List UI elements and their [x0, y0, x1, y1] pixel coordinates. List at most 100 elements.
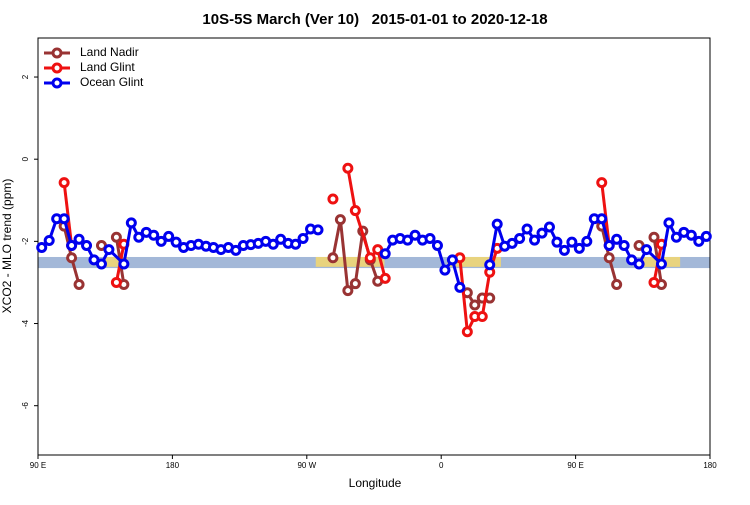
y-tick-label: -4	[21, 319, 30, 327]
data-point	[73, 279, 85, 291]
data-point	[125, 217, 137, 229]
data-point	[439, 264, 451, 276]
data-point	[95, 258, 107, 270]
data-point	[349, 205, 361, 217]
legend-label: Land Nadir	[80, 45, 139, 59]
data-point	[529, 234, 541, 246]
data-point	[349, 278, 361, 290]
data-point	[469, 299, 481, 311]
legend-label: Land Glint	[80, 60, 135, 74]
data-point	[506, 237, 518, 249]
data-point	[476, 311, 488, 323]
data-point	[655, 258, 667, 270]
y-tick-label: 2	[21, 74, 30, 79]
data-point	[66, 252, 78, 264]
data-point	[170, 236, 182, 248]
data-point	[603, 252, 615, 264]
data-point	[103, 244, 115, 256]
data-point	[402, 234, 414, 246]
data-point	[110, 231, 122, 243]
data-point	[379, 272, 391, 284]
data-point	[491, 218, 503, 230]
data-point	[327, 193, 339, 205]
x-tick-label: 90 E	[30, 461, 46, 470]
data-point	[484, 259, 496, 271]
data-point	[267, 238, 279, 250]
data-point	[297, 232, 309, 244]
data-point	[58, 213, 70, 225]
x-tick-label: 180	[166, 461, 180, 470]
data-point	[558, 244, 570, 256]
data-point	[633, 258, 645, 270]
data-point	[618, 239, 630, 251]
data-point	[611, 279, 623, 291]
data-point	[133, 231, 145, 243]
data-point	[364, 252, 376, 264]
data-point	[424, 232, 436, 244]
legend-marker	[51, 47, 63, 59]
data-point	[648, 276, 660, 288]
data-point	[327, 252, 339, 264]
data-point	[312, 224, 324, 236]
data-point	[685, 229, 697, 241]
data-point	[573, 242, 585, 254]
data-point	[536, 227, 548, 239]
data-point	[521, 223, 533, 235]
data-point	[461, 326, 473, 338]
chart-title: 10S-5S March (Ver 10) 2015-01-01 to 2020…	[202, 11, 547, 28]
legend-marker	[51, 62, 63, 74]
data-point	[641, 244, 653, 256]
series-line	[600, 182, 611, 246]
data-point	[43, 235, 55, 247]
data-point	[648, 231, 660, 243]
data-point	[446, 254, 458, 266]
data-point	[334, 214, 346, 226]
data-point	[543, 221, 555, 233]
data-point	[379, 248, 391, 260]
data-point	[290, 238, 302, 250]
data-point	[148, 229, 160, 241]
data-point	[454, 281, 466, 293]
data-point	[596, 177, 608, 189]
data-point	[581, 235, 593, 247]
data-point	[118, 258, 130, 270]
data-point	[431, 239, 443, 251]
data-point	[58, 177, 70, 189]
data-point	[110, 276, 122, 288]
highlight-range	[105, 256, 128, 267]
data-point	[155, 235, 167, 247]
series-line	[62, 182, 74, 246]
data-point	[596, 213, 608, 225]
data-point	[342, 162, 354, 174]
data-point	[693, 235, 705, 247]
data-point	[611, 233, 623, 245]
data-point	[73, 233, 85, 245]
y-tick-label: 0	[21, 156, 30, 161]
data-point	[409, 229, 421, 241]
x-tick-label: 180	[703, 461, 717, 470]
y-tick-label: -2	[21, 237, 30, 245]
highlight-range	[447, 256, 501, 267]
data-point	[566, 236, 578, 248]
y-tick-label: -6	[21, 402, 30, 410]
data-point	[603, 239, 615, 251]
data-point	[163, 230, 175, 242]
legend-label: Ocean Glint	[80, 75, 144, 89]
data-point	[514, 232, 526, 244]
x-tick-label: 90 E	[567, 461, 583, 470]
data-point	[551, 236, 563, 248]
y-axis-label: XCO2 - MLO trend (ppm)	[0, 179, 14, 314]
data-point	[230, 244, 242, 256]
data-point	[66, 239, 78, 251]
data-point	[342, 285, 354, 297]
data-point	[36, 242, 48, 254]
data-point	[700, 230, 712, 242]
x-axis-label: Longitude	[349, 476, 402, 490]
data-point	[670, 231, 682, 243]
legend-marker	[51, 77, 63, 89]
data-point	[663, 217, 675, 229]
x-tick-label: 0	[439, 461, 444, 470]
x-tick-label: 90 W	[297, 461, 316, 470]
